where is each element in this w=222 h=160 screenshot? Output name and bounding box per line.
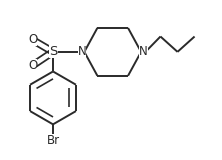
Text: O: O	[28, 33, 37, 46]
Text: N: N	[78, 45, 86, 58]
Text: N: N	[139, 45, 148, 58]
Text: O: O	[28, 59, 37, 72]
Text: S: S	[49, 45, 57, 58]
Text: Br: Br	[46, 134, 59, 147]
